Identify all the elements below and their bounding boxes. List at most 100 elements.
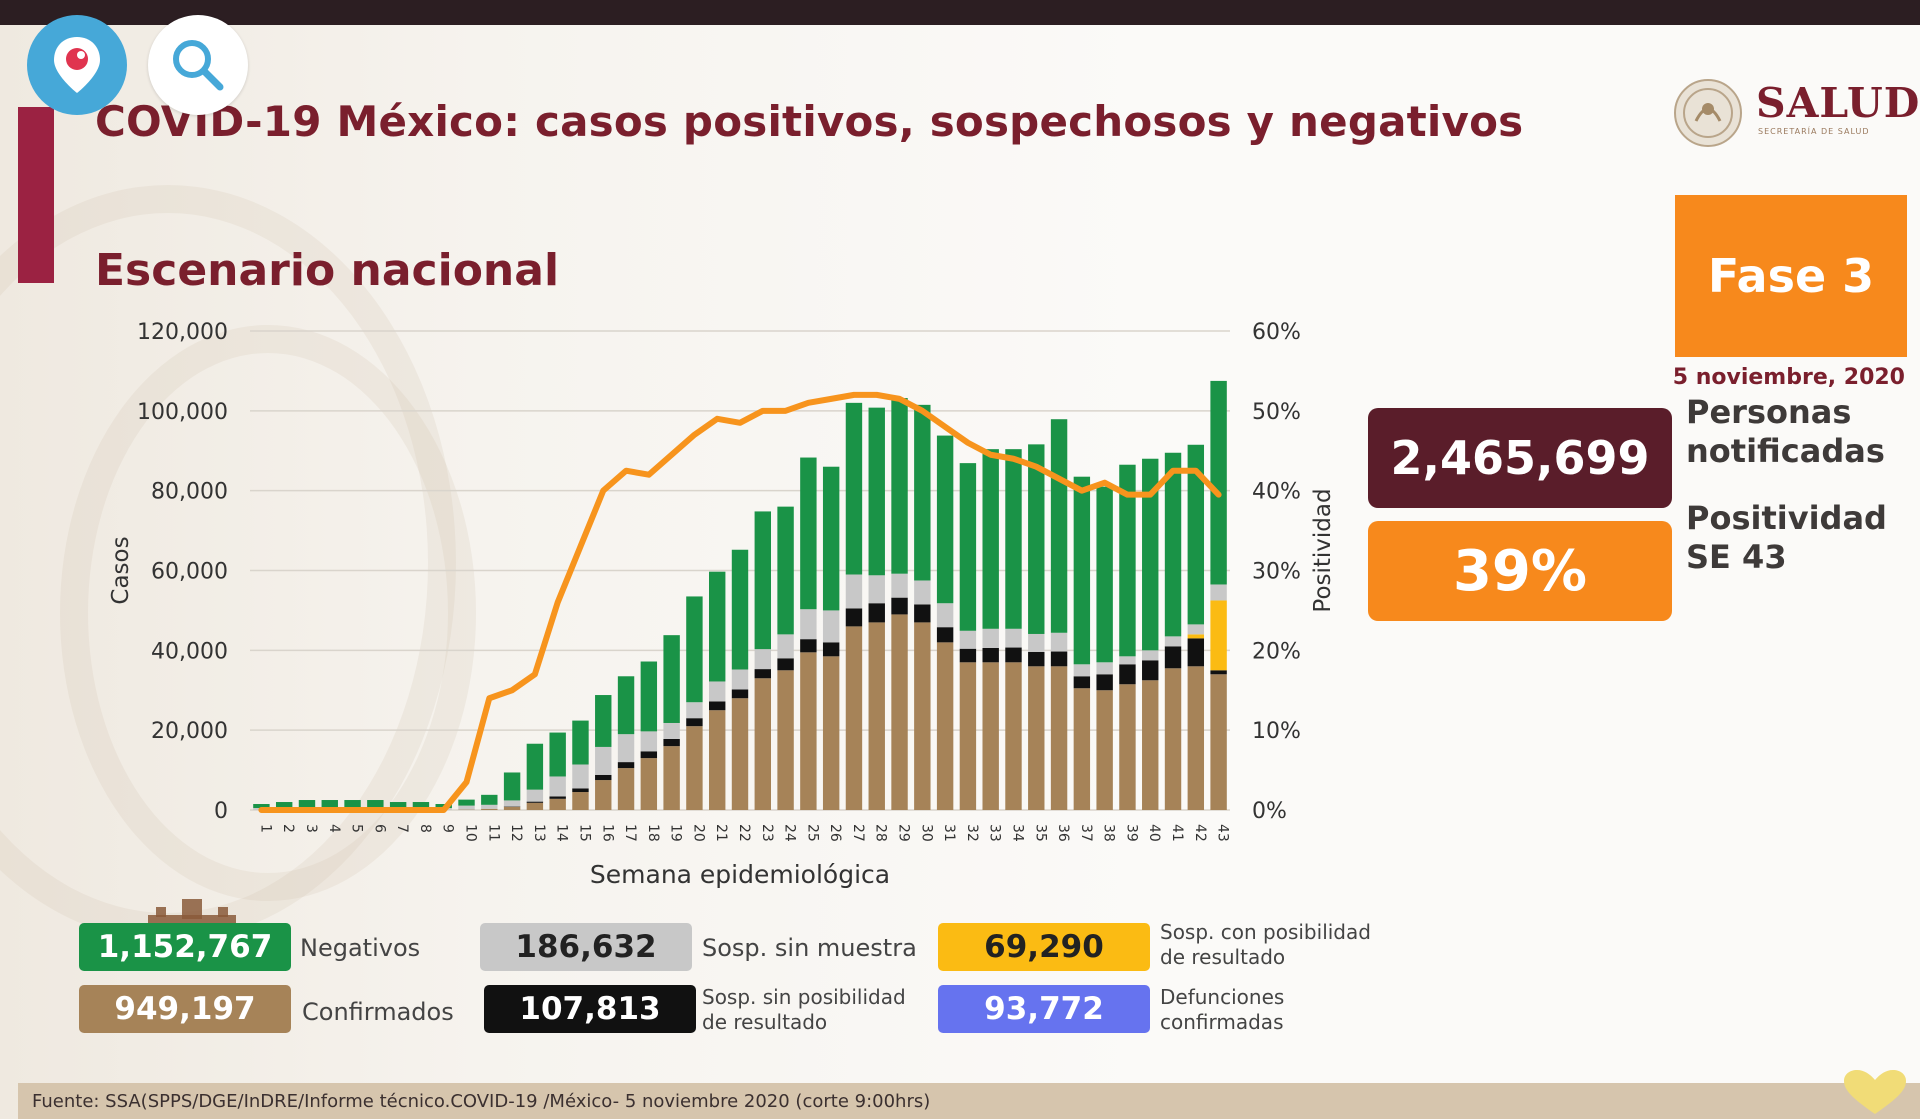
bar-segment xyxy=(731,549,749,670)
search-button[interactable] xyxy=(148,15,248,115)
bar-segment xyxy=(1210,380,1227,585)
y-tick-label: 80,000 xyxy=(151,480,228,505)
con-posibilidad-value: 69,290 xyxy=(938,923,1150,971)
bar-segment xyxy=(800,457,817,610)
y-tick-label: 100,000 xyxy=(137,400,228,425)
confirmados-label: Confirmados xyxy=(302,998,454,1026)
bar-segment xyxy=(731,669,749,690)
x-tick-label: 2 xyxy=(280,824,296,833)
heart-icon[interactable] xyxy=(1842,1068,1908,1116)
bar-segment xyxy=(891,573,908,598)
bar-segment xyxy=(914,604,931,623)
bar-segment xyxy=(526,802,544,810)
source-footer: Fuente: SSA(SPPS/DGE/InDRE/Informe técni… xyxy=(18,1083,1920,1119)
confirmados-value: 949,197 xyxy=(79,985,291,1033)
fase-badge: Fase 3 xyxy=(1675,195,1907,357)
bar-segment xyxy=(891,398,908,574)
bar-segment xyxy=(914,404,931,581)
x-tick-label: 22 xyxy=(736,824,752,842)
bar-segment xyxy=(1210,674,1227,810)
bar-segment xyxy=(1142,660,1159,681)
bar-segment xyxy=(868,603,885,623)
y2-tick-label: 40% xyxy=(1252,480,1301,505)
periscope-pin-icon xyxy=(54,37,100,93)
bar-segment xyxy=(936,603,954,628)
bar-segment xyxy=(1142,650,1159,661)
x-tick-label: 34 xyxy=(1009,824,1025,842)
y2-axis-label: Positividad xyxy=(1310,488,1336,612)
bar-segment xyxy=(754,649,771,670)
bar-segment xyxy=(891,597,908,615)
bar-segment xyxy=(1119,464,1136,657)
salud-logo: SALUD SECRETARÍA DE SALUD xyxy=(1670,77,1919,149)
bar-segment xyxy=(1142,458,1159,651)
bar-segment xyxy=(526,789,544,802)
bar-segment xyxy=(640,758,658,810)
chart-subtitle: Escenario nacional xyxy=(95,245,560,296)
bar-segment xyxy=(549,796,566,799)
defunciones-value: 93,772 xyxy=(938,985,1150,1033)
bar-segment xyxy=(1073,476,1091,665)
bar-segment xyxy=(800,652,817,810)
x-tick-label: 43 xyxy=(1215,824,1231,842)
bar-segment xyxy=(709,681,726,702)
x-tick-label: 19 xyxy=(668,824,684,842)
x-tick-label: 29 xyxy=(896,824,912,842)
bar-segment xyxy=(321,800,338,809)
x-tick-label: 8 xyxy=(417,824,433,833)
bar-segment xyxy=(936,627,954,643)
y-tick-label: 0 xyxy=(214,799,228,824)
periscope-button[interactable] xyxy=(27,15,127,115)
positividad-line xyxy=(258,391,1222,813)
bar-segment xyxy=(709,710,726,810)
y2-tick-label: 60% xyxy=(1252,320,1301,345)
x-tick-label: 6 xyxy=(371,824,387,833)
bar-segment xyxy=(936,435,954,604)
bar-segment xyxy=(1210,670,1227,675)
bar-segment xyxy=(572,788,589,793)
bar-segment xyxy=(868,622,885,810)
bar-segment xyxy=(1164,452,1182,637)
bar-segment xyxy=(845,626,863,810)
negativos-label: Negativos xyxy=(300,934,421,962)
y2-tick-label: 0% xyxy=(1252,799,1287,824)
positividad-value: 39% xyxy=(1368,521,1672,621)
bar-segment xyxy=(503,772,521,801)
x-tick-label: 14 xyxy=(554,824,570,842)
bar-segment xyxy=(1028,666,1045,810)
bar-segment xyxy=(686,718,703,727)
x-tick-label: 28 xyxy=(873,824,889,842)
bar-segment xyxy=(868,575,885,604)
x-tick-label: 5 xyxy=(349,824,365,833)
bar-segment xyxy=(1187,444,1205,625)
x-tick-label: 20 xyxy=(690,824,706,842)
bar-segment xyxy=(1073,676,1091,689)
salud-logo-text: SALUD xyxy=(1756,79,1920,127)
x-tick-label: 16 xyxy=(599,824,615,842)
bar-segment xyxy=(412,802,430,809)
bar-segment xyxy=(1005,449,1022,629)
x-tick-label: 13 xyxy=(531,824,547,842)
bar-segment xyxy=(982,449,999,629)
bar-segment xyxy=(663,722,680,739)
bar-segment xyxy=(617,768,635,810)
bar-segment xyxy=(754,678,771,810)
notificadas-label-line1: Personas xyxy=(1686,393,1852,431)
bar-segment xyxy=(1187,624,1205,635)
x-tick-label: 36 xyxy=(1055,824,1071,842)
bar-segment xyxy=(617,676,635,735)
sin-posibilidad-value: 107,813 xyxy=(484,985,696,1033)
bar-segment xyxy=(595,774,612,781)
bar-segment xyxy=(572,764,589,789)
bar-segment xyxy=(1096,690,1113,810)
x-tick-label: 37 xyxy=(1078,824,1094,842)
x-tick-label: 33 xyxy=(987,824,1003,842)
bar-segment xyxy=(982,662,999,810)
bar-segment xyxy=(1050,419,1068,633)
x-tick-label: 3 xyxy=(303,824,319,833)
bar-segment xyxy=(1142,680,1159,810)
bar-segment xyxy=(982,628,999,648)
bar-segment xyxy=(822,610,840,643)
bar-segment xyxy=(959,463,977,631)
magnifier-icon xyxy=(173,40,224,91)
